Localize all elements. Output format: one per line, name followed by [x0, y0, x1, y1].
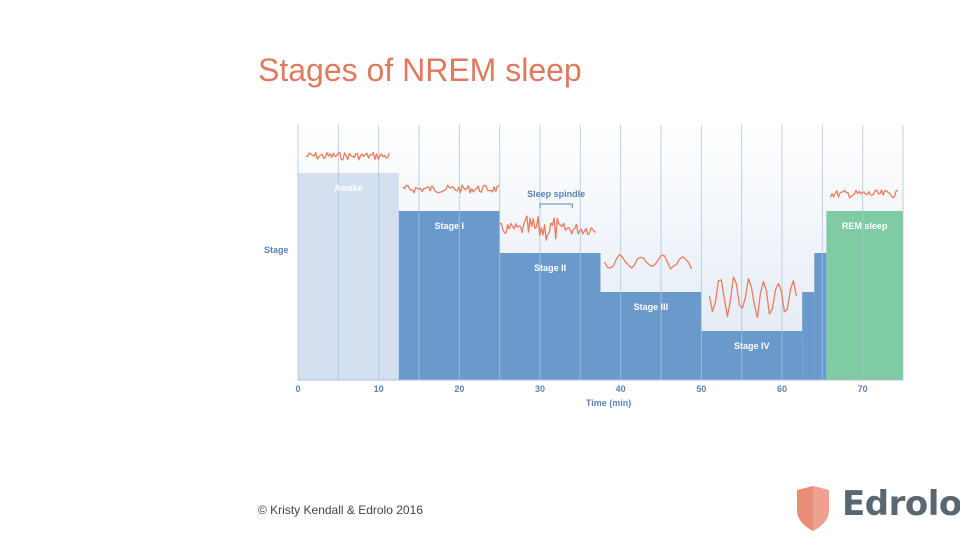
stage-label: Awake [334, 183, 362, 193]
stage-label: Stage III [634, 302, 669, 312]
y-axis-label: Stage [264, 245, 289, 255]
edrolo-shield-icon [797, 486, 829, 531]
stage-block [398, 211, 500, 380]
eeg-wave [402, 184, 500, 194]
stage-block [802, 292, 815, 380]
eeg-wave [499, 215, 597, 241]
stage-block [600, 292, 702, 380]
eeg-wave [708, 276, 798, 319]
stage-label: Stage IV [734, 341, 770, 351]
spindle-annotation-label: Sleep spindle [527, 189, 585, 199]
x-tick-label: 30 [535, 384, 545, 394]
stage-block [701, 331, 803, 380]
stage-block [298, 173, 399, 380]
stage-label: Stage I [434, 221, 464, 231]
x-tick-label: 0 [295, 384, 300, 394]
eeg-wave [603, 253, 693, 270]
eeg-wave [305, 151, 390, 161]
stage-block [499, 253, 601, 380]
eeg-wave [829, 189, 899, 199]
x-tick-label: 70 [858, 384, 868, 394]
stage-label: REM sleep [842, 221, 888, 231]
x-axis-label: Time (min) [586, 398, 631, 408]
x-tick-label: 20 [454, 384, 464, 394]
copyright-text: © Kristy Kendall & Edrolo 2016 [258, 503, 423, 517]
x-tick-label: 60 [777, 384, 787, 394]
x-tick-label: 10 [374, 384, 384, 394]
x-tick-label: 40 [616, 384, 626, 394]
edrolo-logo-text: Edrolo [842, 484, 960, 524]
slide-title: Stages of NREM sleep [258, 52, 582, 88]
x-tick-label: 50 [696, 384, 706, 394]
stage-block [814, 253, 827, 380]
spindle-bracket [539, 203, 573, 208]
stage-block [826, 211, 903, 380]
stage-label: Stage II [534, 263, 566, 273]
